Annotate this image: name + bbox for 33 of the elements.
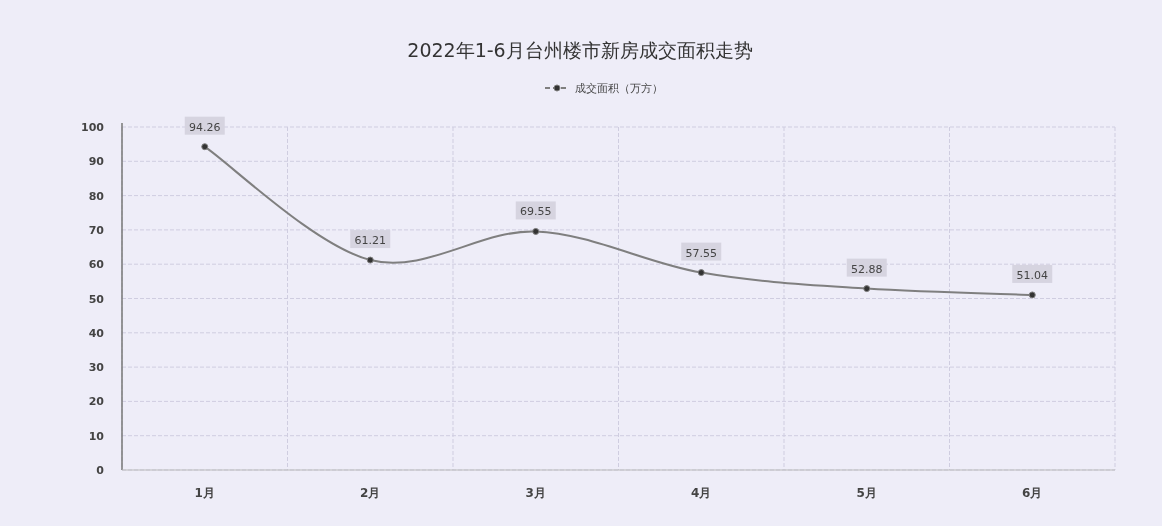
y-tick-label: 100 <box>81 121 105 134</box>
x-tick-label: 5月 <box>856 486 877 500</box>
y-tick-label: 80 <box>88 189 105 203</box>
y-tick-label: 90 <box>88 155 105 169</box>
point <box>366 256 374 264</box>
chart-title: 2022年1-6月台州楼市新房成交面积走势 <box>407 39 753 61</box>
y-tick-label: 0 <box>96 464 105 477</box>
point <box>697 269 705 277</box>
y-tick-label: 30 <box>88 361 105 375</box>
y-tick-label: 20 <box>88 395 105 409</box>
legend-label: 成交面积（万方） <box>575 82 663 95</box>
point <box>532 227 540 235</box>
data-label: 57.55 <box>685 246 717 260</box>
y-tick-label: 70 <box>88 223 105 237</box>
y-tick-label: 40 <box>88 326 105 340</box>
point <box>1028 291 1036 299</box>
point <box>201 143 209 151</box>
x-tick-label: 2月 <box>360 486 381 500</box>
x-tick-label: 6月 <box>1022 486 1043 500</box>
point <box>863 285 871 293</box>
data-label: 52.88 <box>851 262 883 276</box>
x-tick-label: 1月 <box>194 486 215 500</box>
y-tick-label: 60 <box>88 258 105 272</box>
label: 69.55 <box>515 201 556 220</box>
y-tick-label: 10 <box>88 429 105 443</box>
data-label: 94.26 <box>189 120 221 134</box>
y-tick-label: 50 <box>88 292 105 306</box>
x-tick-label: 3月 <box>525 486 546 500</box>
data-label: 69.55 <box>520 205 552 219</box>
data-label: 51.04 <box>1016 268 1048 282</box>
data-label: 61.21 <box>354 234 386 248</box>
x-tick-label: 4月 <box>691 486 712 500</box>
label: 61.21 <box>350 230 391 249</box>
